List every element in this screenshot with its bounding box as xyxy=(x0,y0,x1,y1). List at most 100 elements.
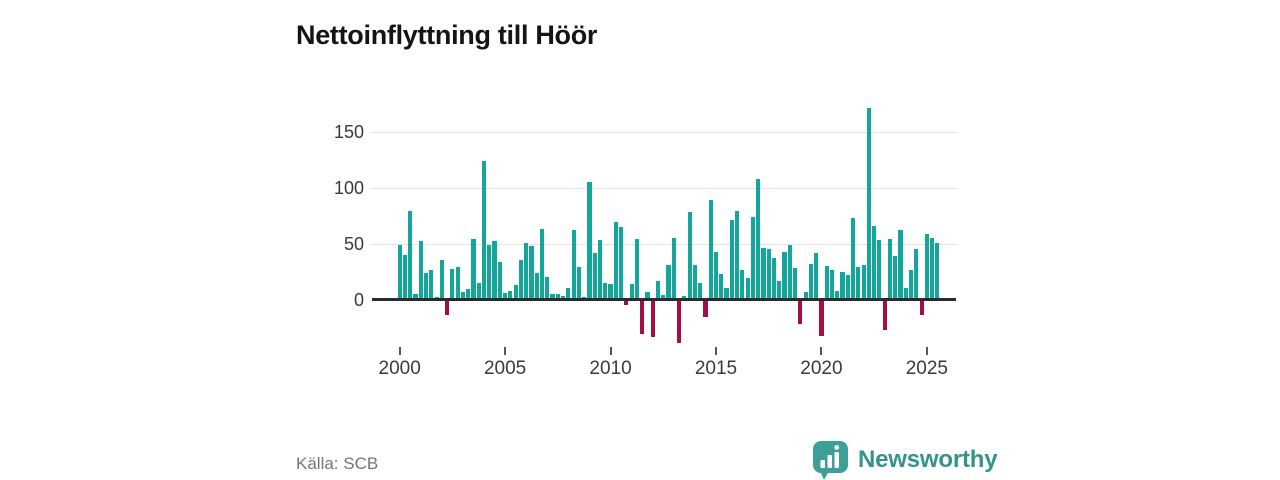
y-axis-label-50: 50 xyxy=(343,233,364,254)
bar-q8 xyxy=(439,260,444,300)
bar-q1 xyxy=(402,254,407,300)
bar-q14 xyxy=(471,239,476,300)
x-axis-label-2025: 2025 xyxy=(905,358,949,379)
bar-q52 xyxy=(671,238,676,300)
bar-q50 xyxy=(661,295,666,300)
x-tick-2025 xyxy=(925,347,928,355)
bar-q86 xyxy=(850,218,856,300)
bar-q57 xyxy=(698,282,703,300)
newsworthy-logo: Newsworthy xyxy=(812,440,998,480)
bar-q15 xyxy=(476,282,481,300)
bar-q21 xyxy=(508,290,513,300)
bar-q93 xyxy=(887,239,893,300)
bar-q19 xyxy=(497,261,502,300)
bar-q53 xyxy=(677,300,682,343)
bar-q5 xyxy=(423,272,429,300)
bar-q24 xyxy=(524,242,529,300)
bar-q92 xyxy=(882,300,887,330)
bar-q17 xyxy=(487,244,492,300)
bar-q49 xyxy=(655,280,661,300)
bar-q22 xyxy=(513,284,518,300)
bar-q37 xyxy=(592,252,597,300)
bar-q39 xyxy=(603,282,608,300)
logo-wordmark: Newsworthy xyxy=(858,446,998,473)
bar-q91 xyxy=(877,240,882,300)
bar-q78 xyxy=(808,263,813,300)
gridline-y-150 xyxy=(372,132,956,134)
bar-q73 xyxy=(782,251,787,300)
bar-q46 xyxy=(640,300,645,334)
bar-q99 xyxy=(919,300,924,315)
bar-q29 xyxy=(550,293,555,300)
y-axis-label-150: 150 xyxy=(333,122,364,143)
bar-q4 xyxy=(418,241,423,300)
bar-q72 xyxy=(777,280,782,300)
bar-q40 xyxy=(608,283,613,300)
bar-q65 xyxy=(740,270,745,300)
source-note: Källa: SCB xyxy=(296,454,379,473)
bar-q94 xyxy=(893,255,898,300)
bar-q56 xyxy=(692,264,697,300)
bar-q11 xyxy=(455,267,460,300)
x-axis-label-2005: 2005 xyxy=(483,358,527,379)
bar-q33 xyxy=(571,230,576,300)
bar-q97 xyxy=(908,270,914,300)
speech-bubble-bar-chart-icon xyxy=(813,441,848,480)
bar-q90 xyxy=(872,225,877,300)
gridline-y-50 xyxy=(372,243,956,245)
bar-q102 xyxy=(935,242,940,300)
bar-q85 xyxy=(845,274,850,300)
bar-q100 xyxy=(924,233,929,300)
bar-q75 xyxy=(793,268,798,300)
bar-q68 xyxy=(756,178,761,300)
bar-q87 xyxy=(856,267,861,300)
bar-q101 xyxy=(930,238,935,300)
x-tick-2000 xyxy=(398,347,401,355)
bar-q83 xyxy=(835,290,840,300)
x-axis-label-2015: 2015 xyxy=(694,358,738,379)
bar-q16 xyxy=(481,161,487,300)
bar-q10 xyxy=(450,269,455,300)
bar-q69 xyxy=(761,248,766,300)
x-axis-label-2000: 2000 xyxy=(378,358,421,379)
bar-q60 xyxy=(713,251,719,300)
y-axis-label-100: 100 xyxy=(333,177,364,198)
bar-q81 xyxy=(824,266,829,300)
bar-q98 xyxy=(914,249,919,300)
bar-q30 xyxy=(555,293,560,300)
bar-q58 xyxy=(703,300,708,318)
bar-q48 xyxy=(650,300,655,338)
bar-q88 xyxy=(861,264,866,300)
bar-q32 xyxy=(566,288,571,300)
bar-q23 xyxy=(518,260,523,300)
bar-q84 xyxy=(840,271,845,300)
bar-q66 xyxy=(745,278,750,300)
bar-q80 xyxy=(819,300,824,337)
bar-q71 xyxy=(771,258,777,300)
x-tick-2015 xyxy=(714,347,717,355)
bar-q79 xyxy=(814,252,819,300)
bar-q82 xyxy=(829,270,835,300)
x-tick-2005 xyxy=(504,347,507,355)
bar-q9 xyxy=(445,300,450,315)
bar-q96 xyxy=(903,288,908,300)
bar-q20 xyxy=(503,292,508,300)
bar-q38 xyxy=(597,240,603,300)
gridline-y-100 xyxy=(372,187,956,189)
x-tick-2010 xyxy=(609,347,612,355)
bar-q62 xyxy=(724,288,729,300)
page-title: Nettoinflyttning till Höör xyxy=(296,20,598,51)
bar-q26 xyxy=(534,272,539,300)
bar-q54 xyxy=(682,296,687,300)
bar-q59 xyxy=(708,200,713,300)
bar-q45 xyxy=(634,239,639,300)
bar-q77 xyxy=(803,291,808,300)
bar-q51 xyxy=(666,264,671,300)
bar-q12 xyxy=(460,291,465,300)
bar-q74 xyxy=(787,244,792,300)
bar-q6 xyxy=(429,270,434,300)
bar-q36 xyxy=(587,182,592,300)
bar-q41 xyxy=(613,222,618,300)
bar-q63 xyxy=(729,220,734,300)
